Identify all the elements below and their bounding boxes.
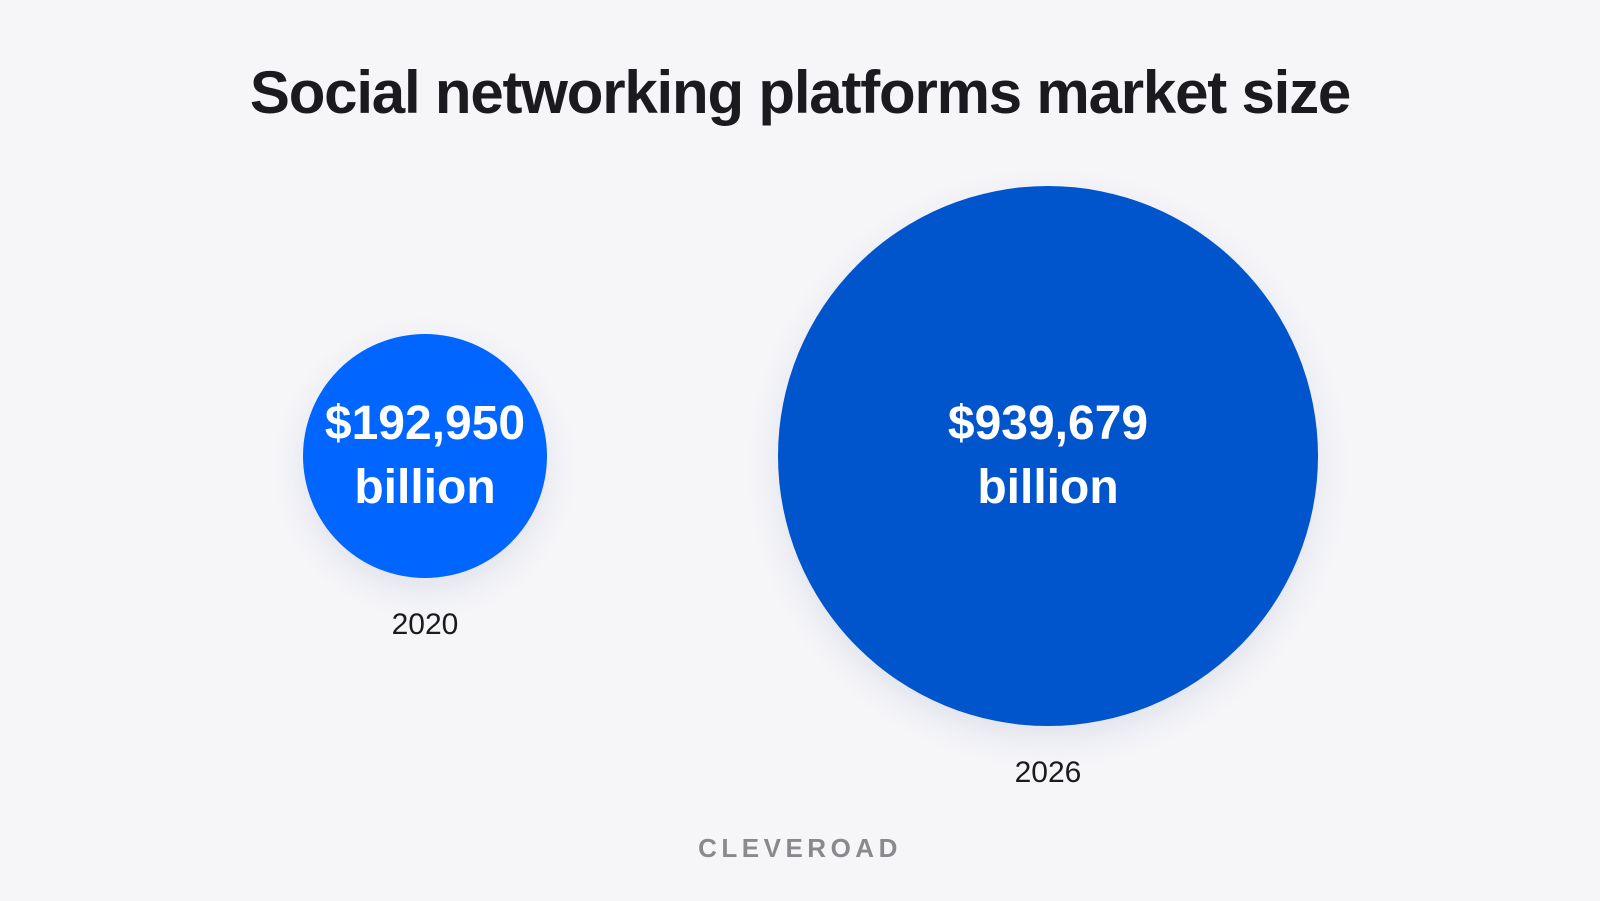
year-label-2020: 2020	[391, 608, 459, 642]
brand-logo: CLEVEROAD	[698, 833, 902, 863]
chart-title: Social networking platforms market size	[249, 59, 1351, 126]
bubble-unit-label: billion	[354, 460, 496, 514]
bubble-value-label: $192,950	[324, 396, 526, 450]
bubble-value-label: $939,679	[947, 397, 1149, 450]
year-label-2026: 2026	[1014, 756, 1082, 789]
bubble-unit-label: billion	[977, 461, 1119, 514]
bubble-2020: $192,950 billion	[302, 333, 548, 579]
bubble-2026: $939,679 billion	[778, 186, 1318, 726]
